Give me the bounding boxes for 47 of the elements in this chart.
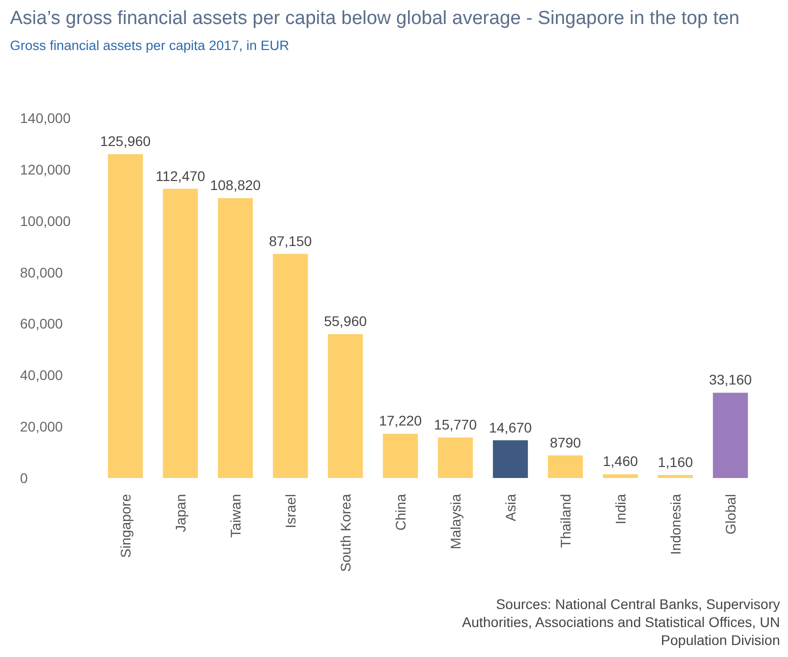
data-label: 55,960 [324, 313, 368, 330]
data-label: 108,820 [210, 177, 261, 194]
x-tick-label: Indonesia [668, 494, 684, 555]
x-tick-label: Thailand [558, 494, 574, 548]
data-label: 8790 [550, 434, 582, 450]
data-label: 17,220 [378, 412, 422, 429]
bar [712, 392, 748, 478]
y-tick-label: 20,000 [20, 418, 64, 435]
bar [328, 334, 363, 478]
y-tick-label: 60,000 [20, 316, 64, 332]
bar [602, 474, 638, 478]
source-note: Sources: National Central Banks, Supervisory Authorities, Associations and Statistical Offices, UN Population Division [461, 595, 780, 649]
y-tick-label: 0 [20, 470, 28, 486]
bar [162, 188, 198, 478]
x-tick-label: South Korea [338, 494, 354, 572]
bar [492, 440, 528, 478]
bar [438, 437, 473, 478]
bar [108, 154, 143, 478]
bar [658, 475, 693, 478]
x-tick-label: Taiwan [228, 494, 244, 538]
data-label: 15,770 [434, 416, 478, 432]
bar [548, 455, 583, 478]
chart-title: Asia’s gross financial assets per capita below global average - Singapore in the top ten [10, 8, 740, 30]
y-tick-label: 80,000 [20, 264, 64, 280]
data-label: 1,160 [658, 454, 694, 470]
x-tick-label: China [392, 494, 408, 531]
data-label: 1,460 [602, 453, 638, 470]
y-tick-label: 100,000 [20, 212, 71, 229]
data-label: 125,960 [100, 133, 151, 150]
x-tick-label: Singapore [118, 494, 134, 558]
data-label: 112,470 [156, 168, 206, 184]
chart-subtitle: Gross financial assets per capita 2017, in EUR [10, 38, 290, 53]
x-tick-label: Asia [502, 494, 518, 522]
y-tick-label: 140,000 [20, 110, 71, 126]
bar [382, 434, 418, 478]
bar [218, 198, 253, 478]
data-label: 33,160 [708, 372, 752, 388]
data-label: 14,670 [488, 419, 532, 436]
x-tick-label: Israel [282, 494, 298, 528]
data-label: 87,150 [268, 232, 312, 249]
x-tick-label: Global [722, 494, 738, 534]
x-tick-label: Malaysia [448, 494, 464, 550]
x-tick-label: India [612, 494, 628, 524]
x-tick-label: Japan [172, 494, 188, 532]
y-tick-label: 40,000 [20, 367, 64, 384]
bar [272, 254, 308, 478]
y-tick-label: 120,000 [20, 161, 71, 178]
